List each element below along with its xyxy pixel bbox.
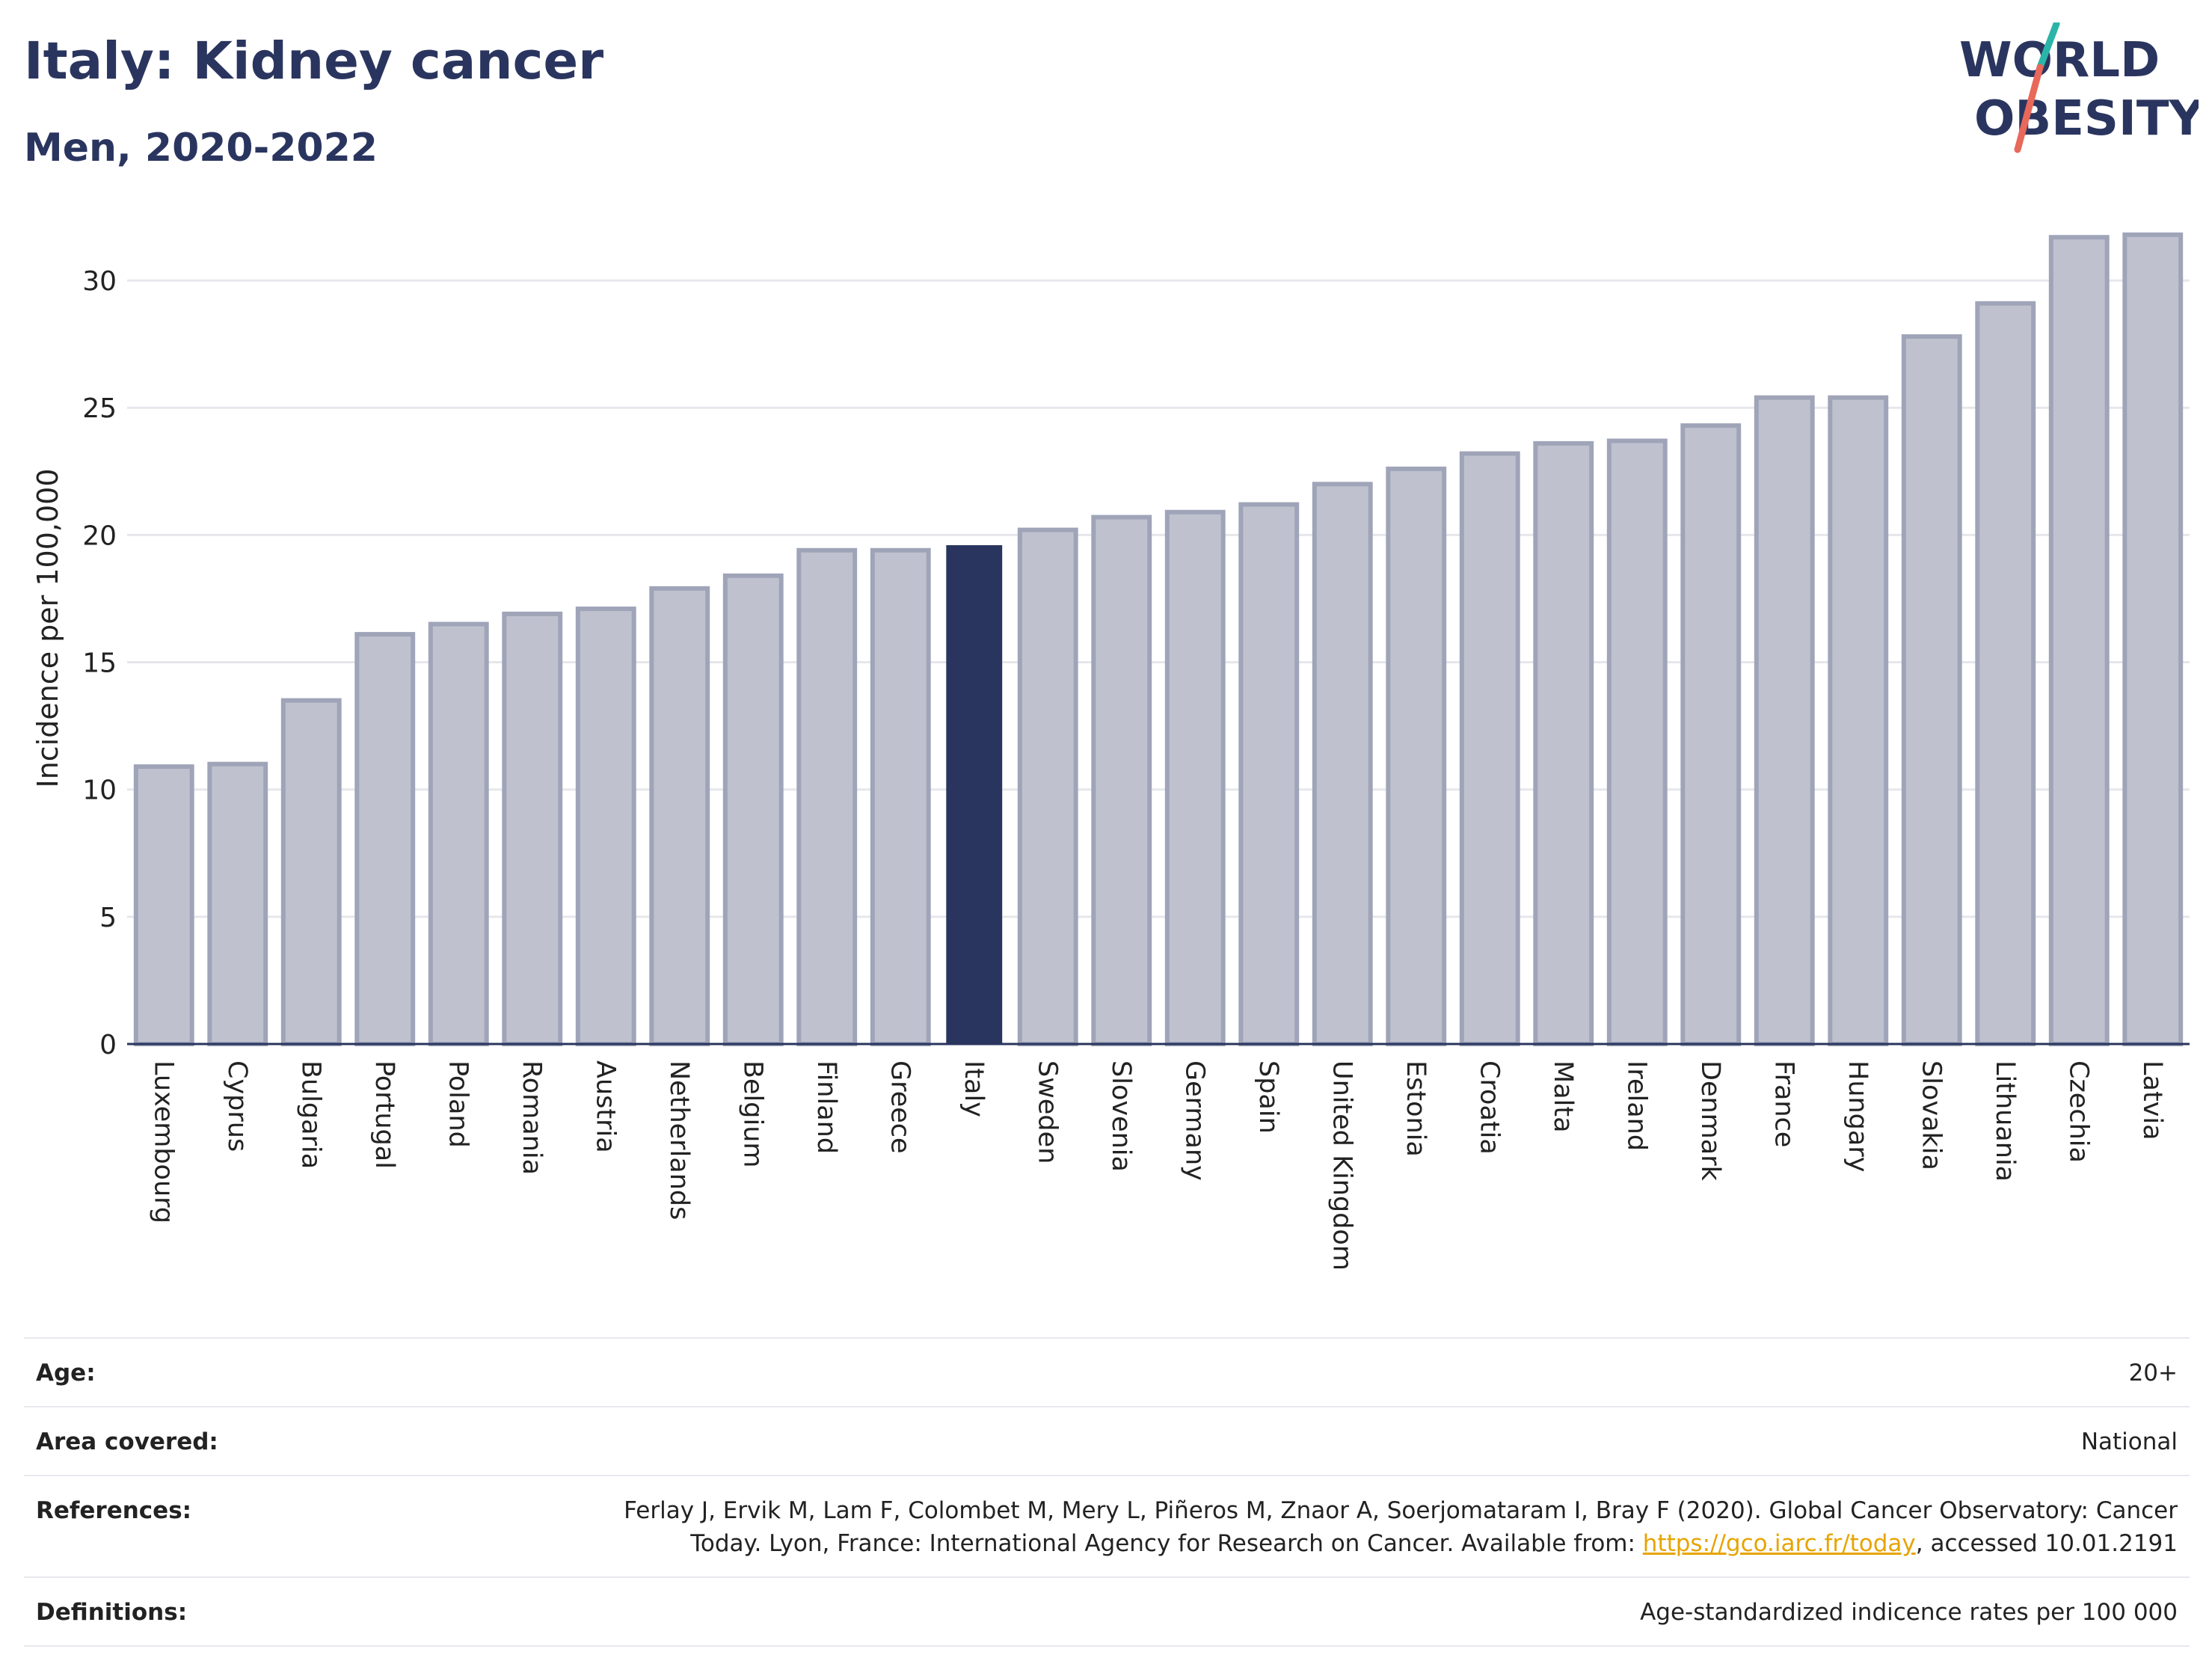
meta-definitions-label: Definitions:: [36, 1599, 188, 1626]
x-tick-label: Slovenia: [1106, 1060, 1136, 1172]
meta-row-area: Area covered: National: [24, 1406, 2190, 1475]
x-tick-label: Cyprus: [222, 1060, 252, 1152]
bar-chart: 0 5 10 15 20 25 30 Luxembourg Cyprus Bulgaria Por…: [82, 232, 2190, 1271]
bar-slovakia[interactable]: [1901, 334, 1962, 1046]
bars: [133, 232, 2184, 1047]
x-tick-label: Romania: [517, 1060, 547, 1175]
meta-area-value: National: [2080, 1428, 2178, 1455]
references-line2-pre: Today. Lyon, France: International Agenc…: [690, 1530, 1643, 1557]
references-line2-post: , accessed 10.01.2191: [1915, 1530, 2178, 1557]
bar-italy[interactable]: [946, 544, 1003, 1044]
bar-sweden[interactable]: [1017, 527, 1078, 1046]
x-tick-label: Lithuania: [1990, 1060, 2020, 1182]
meta-row-age: Age: 20+: [24, 1337, 2190, 1406]
bar-germany[interactable]: [1164, 509, 1226, 1046]
meta-row-references: References: Ferlay J, Ervik M, Lam F, Co…: [24, 1475, 2190, 1576]
bar-denmark[interactable]: [1680, 423, 1742, 1046]
references-line1: Ferlay J, Ervik M, Lam F, Colombet M, Me…: [624, 1497, 2178, 1524]
bar-malta[interactable]: [1533, 440, 1594, 1046]
x-tick-label: Latvia: [2137, 1060, 2167, 1140]
meta-row-definitions: Definitions: Age-standardized indicence …: [24, 1576, 2190, 1647]
x-tick-label: Malta: [1548, 1060, 1578, 1133]
x-tick-label: Denmark: [1695, 1060, 1725, 1182]
x-tick-label: Spain: [1253, 1060, 1283, 1134]
x-tick-label: Luxembourg: [148, 1060, 178, 1223]
x-tick-label: Ireland: [1621, 1060, 1651, 1151]
logo-line2: OBESITY: [1974, 91, 2199, 147]
x-tick-label: Portugal: [369, 1060, 399, 1169]
x-axis-ticks: Luxembourg Cyprus Bulgaria Portugal Poland Ro…: [148, 1060, 2167, 1271]
bar-france[interactable]: [1754, 395, 1815, 1046]
bar-cyprus[interactable]: [207, 761, 268, 1047]
y-axis-ticks: 0 5 10 15 20 25 30: [82, 266, 117, 1060]
y-tick-label: 25: [82, 393, 117, 424]
bar-finland[interactable]: [796, 547, 858, 1046]
x-tick-label: Sweden: [1032, 1060, 1062, 1164]
x-tick-label: Hungary: [1843, 1060, 1872, 1172]
x-tick-label: Italy: [959, 1060, 989, 1117]
bar-belgium[interactable]: [722, 573, 784, 1046]
x-tick-label: Germany: [1179, 1060, 1209, 1181]
meta-age-value: 20+: [2128, 1360, 2178, 1387]
bar-ireland[interactable]: [1606, 438, 1668, 1046]
x-tick-label: Netherlands: [664, 1060, 694, 1220]
meta-references-value: Ferlay J, Ervik M, Lam F, Colombet M, Me…: [425, 1494, 2178, 1560]
x-tick-label: Poland: [443, 1060, 473, 1148]
x-tick-label: Belgium: [737, 1060, 767, 1168]
bar-croatia[interactable]: [1459, 451, 1520, 1046]
bar-greece[interactable]: [870, 547, 931, 1046]
x-tick-label: United Kingdom: [1327, 1060, 1357, 1271]
bar-slovenia[interactable]: [1091, 515, 1152, 1046]
bar-united-kingdom[interactable]: [1312, 482, 1373, 1046]
x-tick-label: Bulgaria: [295, 1060, 325, 1169]
x-tick-label: Austria: [590, 1060, 620, 1153]
bar-portugal[interactable]: [354, 632, 416, 1046]
bar-estonia[interactable]: [1386, 466, 1447, 1046]
x-tick-label: France: [1769, 1060, 1798, 1147]
y-axis-label: Incidence per 100,000: [31, 468, 64, 788]
meta-age-label: Age:: [36, 1360, 96, 1387]
bar-romania[interactable]: [502, 611, 563, 1046]
bar-bulgaria[interactable]: [280, 698, 342, 1046]
x-tick-label: Slovakia: [1916, 1060, 1946, 1170]
y-tick-label: 20: [82, 521, 117, 551]
x-tick-label: Estonia: [1401, 1060, 1431, 1157]
page-subtitle: Men, 2020-2022: [24, 126, 378, 171]
x-tick-label: Czechia: [2063, 1060, 2093, 1163]
meta-definitions-value: Age-standardized indicence rates per 100…: [1640, 1599, 2178, 1626]
page-title: Italy: Kidney cancer: [24, 31, 604, 91]
meta-references-label: References:: [36, 1497, 192, 1524]
y-tick-label: 10: [82, 776, 117, 806]
world-obesity-logo: WORLD OBESITY: [1959, 22, 2199, 153]
bar-spain[interactable]: [1238, 502, 1300, 1046]
y-tick-label: 30: [82, 266, 117, 297]
logo-line1: WORLD: [1959, 33, 2160, 88]
references-link[interactable]: https://gco.iarc.fr/today: [1642, 1530, 1916, 1557]
y-tick-label: 5: [99, 903, 117, 933]
bar-lithuania[interactable]: [1975, 301, 2036, 1047]
x-tick-label: Greece: [885, 1060, 915, 1154]
x-tick-label: Finland: [811, 1060, 841, 1154]
y-tick-label: 15: [82, 648, 117, 679]
bar-luxembourg[interactable]: [133, 764, 194, 1046]
bar-poland[interactable]: [428, 621, 489, 1046]
y-tick-label: 0: [99, 1030, 117, 1060]
meta-area-label: Area covered:: [36, 1428, 218, 1455]
bar-czechia[interactable]: [2048, 235, 2110, 1046]
x-tick-label: Croatia: [1474, 1060, 1504, 1155]
metadata-table: Age: 20+ Area covered: National Referenc…: [24, 1337, 2190, 1647]
bar-netherlands[interactable]: [649, 586, 710, 1046]
bar-latvia[interactable]: [2122, 232, 2184, 1046]
bar-hungary[interactable]: [1828, 395, 1889, 1046]
bar-austria[interactable]: [575, 607, 636, 1046]
